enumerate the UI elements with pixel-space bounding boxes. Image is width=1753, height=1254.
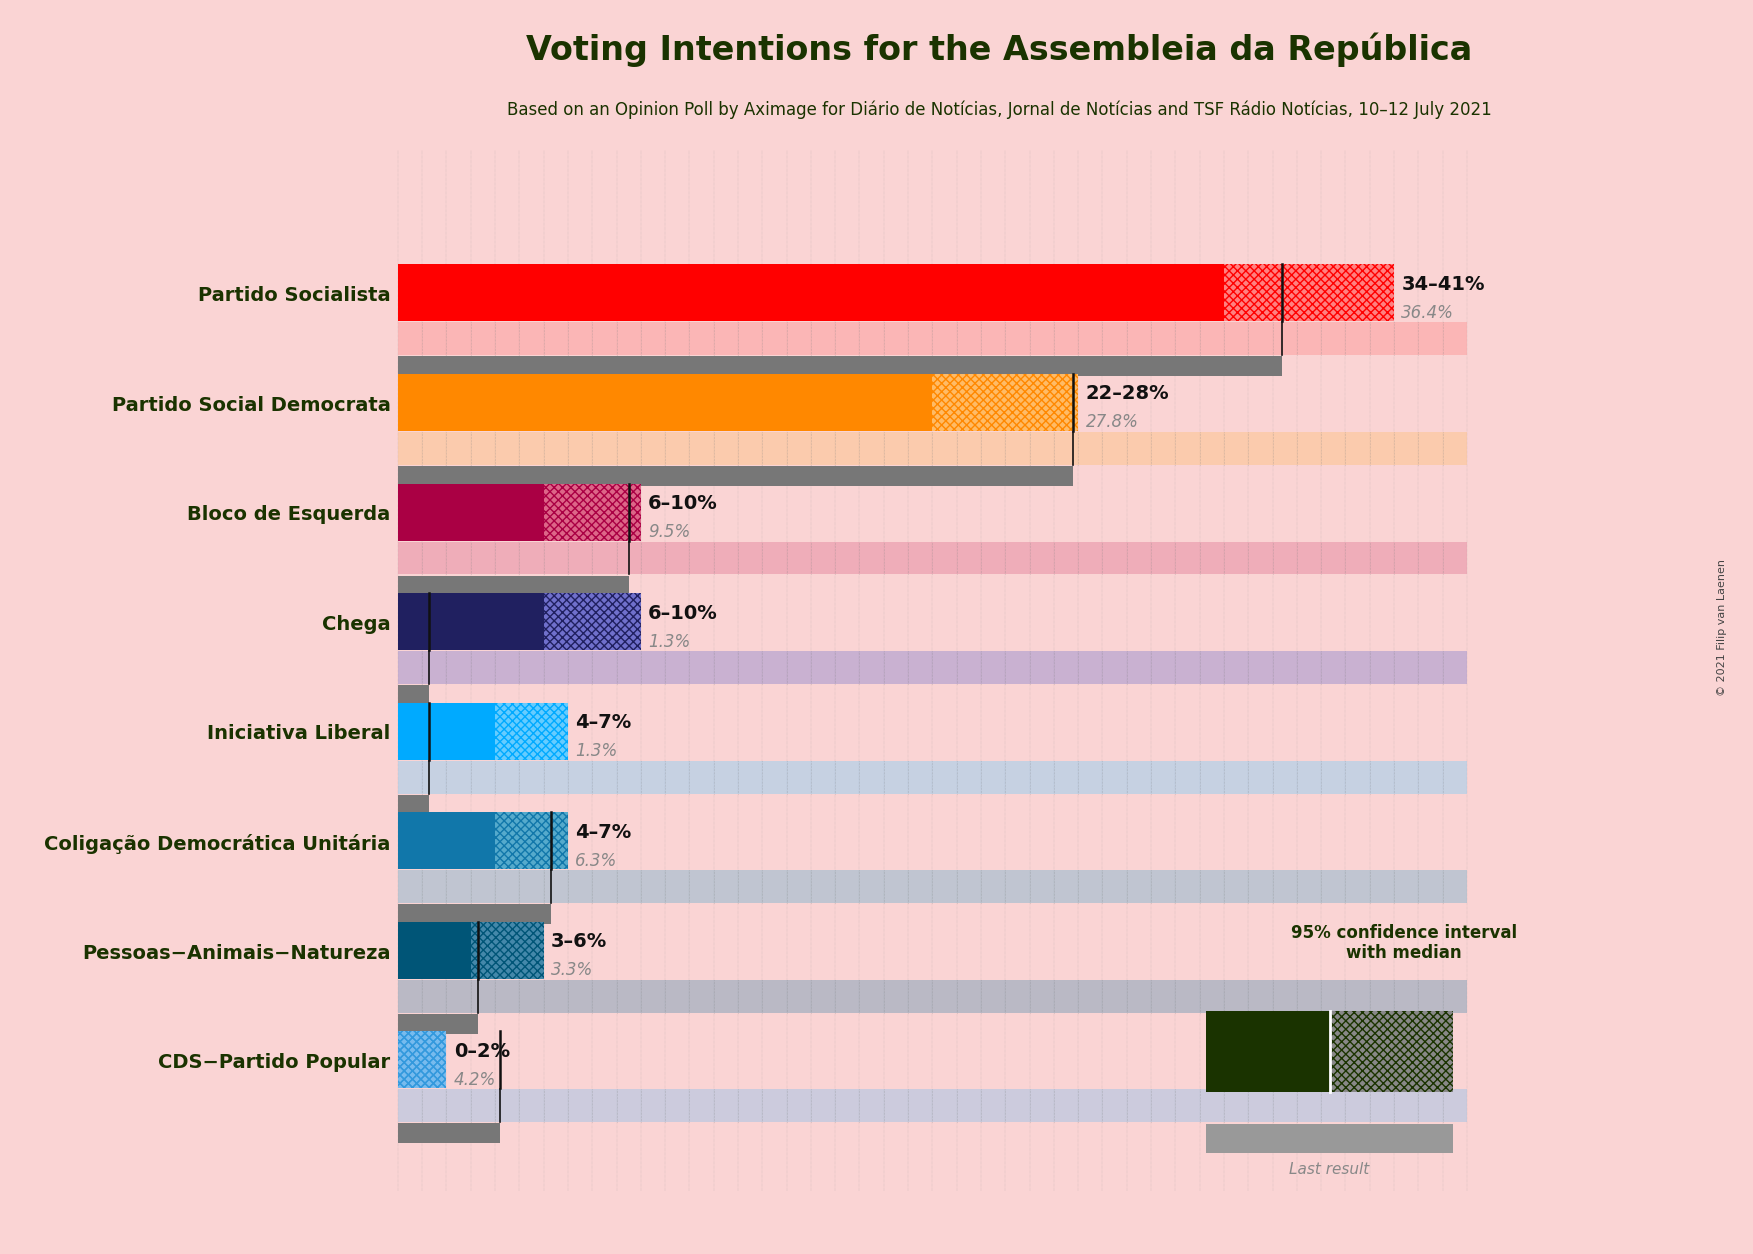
Text: 36.4%: 36.4% xyxy=(1401,303,1455,322)
Text: Voting Intentions for the Assembleia da República: Voting Intentions for the Assembleia da … xyxy=(526,33,1473,68)
Bar xyxy=(398,356,1281,376)
Bar xyxy=(1329,1011,1453,1092)
Bar xyxy=(494,813,568,869)
Bar xyxy=(933,374,1078,431)
Bar xyxy=(398,1031,447,1088)
Bar xyxy=(398,1124,500,1144)
Text: 95% confidence interval
with median: 95% confidence interval with median xyxy=(1292,923,1516,962)
Text: Based on an Opinion Poll by Aximage for Diário de Notícias, Jornal de Notícias a: Based on an Opinion Poll by Aximage for … xyxy=(507,100,1492,119)
Bar xyxy=(398,466,1073,485)
Text: Pessoas−Animais−Natureza: Pessoas−Animais−Natureza xyxy=(82,943,391,963)
Bar xyxy=(398,761,1467,794)
Bar xyxy=(543,484,642,540)
Bar xyxy=(398,922,472,979)
Text: 1.3%: 1.3% xyxy=(649,632,691,651)
Bar xyxy=(1224,265,1394,321)
Text: Partido Socialista: Partido Socialista xyxy=(198,286,391,305)
Text: 0–2%: 0–2% xyxy=(454,1042,510,1061)
Bar xyxy=(543,484,642,540)
Text: CDS−Partido Popular: CDS−Partido Popular xyxy=(158,1053,391,1072)
Text: 1.3%: 1.3% xyxy=(575,742,617,760)
Bar xyxy=(933,374,1078,431)
Text: Iniciativa Liberal: Iniciativa Liberal xyxy=(207,725,391,744)
Bar xyxy=(494,702,568,760)
Bar xyxy=(398,904,550,924)
Bar xyxy=(398,322,1467,355)
Text: Coligação Democrática Unitária: Coligação Democrática Unitária xyxy=(44,834,391,854)
Bar xyxy=(398,813,494,869)
Bar xyxy=(398,979,1467,1013)
Text: 3–6%: 3–6% xyxy=(550,932,607,952)
Bar xyxy=(543,593,642,650)
Bar xyxy=(398,1031,447,1088)
Text: © 2021 Filip van Laenen: © 2021 Filip van Laenen xyxy=(1716,558,1727,696)
Bar xyxy=(398,1031,447,1088)
Bar xyxy=(472,922,543,979)
Bar xyxy=(398,433,1467,465)
Text: Bloco de Esquerda: Bloco de Esquerda xyxy=(188,505,391,524)
Bar xyxy=(1224,265,1394,321)
Bar xyxy=(1206,1124,1453,1154)
Bar xyxy=(543,593,642,650)
Text: 27.8%: 27.8% xyxy=(1085,414,1138,431)
Bar xyxy=(472,922,543,979)
Text: 34–41%: 34–41% xyxy=(1401,275,1485,293)
Text: Partido Social Democrata: Partido Social Democrata xyxy=(112,396,391,415)
Text: 9.5%: 9.5% xyxy=(649,523,691,540)
Bar xyxy=(398,1031,447,1088)
Bar xyxy=(398,484,543,540)
Bar xyxy=(398,593,543,650)
Text: 6–10%: 6–10% xyxy=(649,603,717,622)
Text: 4.2%: 4.2% xyxy=(454,1071,496,1088)
Bar xyxy=(398,1013,479,1033)
Bar xyxy=(398,651,1467,683)
Text: 3.3%: 3.3% xyxy=(550,962,593,979)
Bar xyxy=(494,702,568,760)
Bar xyxy=(1206,1011,1329,1092)
Bar xyxy=(398,685,429,705)
Text: 6–10%: 6–10% xyxy=(649,494,717,513)
Bar xyxy=(398,870,1467,903)
Bar xyxy=(398,542,1467,574)
Text: 4–7%: 4–7% xyxy=(575,823,631,841)
Bar xyxy=(494,813,568,869)
Bar xyxy=(398,265,1224,321)
Text: Chega: Chega xyxy=(323,614,391,635)
Bar xyxy=(398,1090,1467,1122)
Bar xyxy=(398,576,629,596)
Text: 4–7%: 4–7% xyxy=(575,714,631,732)
Text: Last result: Last result xyxy=(1290,1162,1369,1178)
Text: 6.3%: 6.3% xyxy=(575,851,617,869)
Bar xyxy=(1329,1011,1453,1092)
Bar xyxy=(398,374,933,431)
Bar xyxy=(398,795,429,814)
Text: 22–28%: 22–28% xyxy=(1085,385,1169,404)
Bar xyxy=(398,702,494,760)
